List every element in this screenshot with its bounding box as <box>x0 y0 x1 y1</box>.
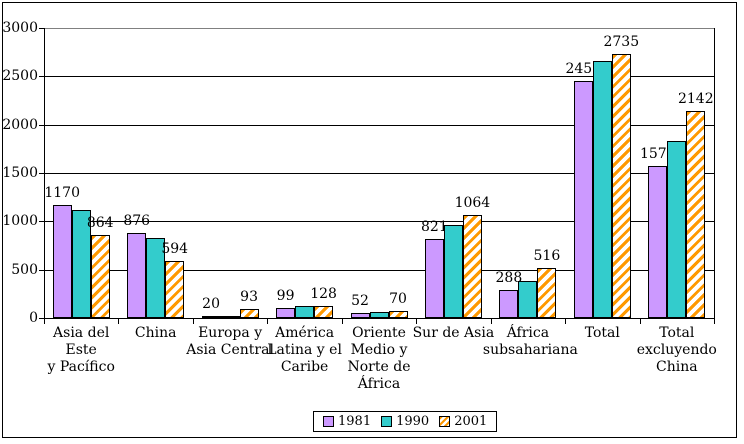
bar-value-label: 99 <box>276 288 295 305</box>
y-axis-tick-label: 1500 <box>2 165 38 181</box>
y-axis-tick <box>39 76 44 77</box>
bar-1990-2 <box>146 238 166 319</box>
y-axis-tick <box>39 318 44 319</box>
bar-2001-6 <box>462 215 482 318</box>
bar-1990-4 <box>295 305 315 318</box>
bar-2001-7 <box>537 268 557 318</box>
gridline-2500 <box>44 76 714 77</box>
x-axis-line <box>44 318 715 319</box>
y-axis-tick <box>39 28 44 29</box>
y-axis-tick-label: 2000 <box>2 117 38 133</box>
category-label: Europa y Asia Central <box>186 325 274 358</box>
bar-1990-1 <box>71 210 91 318</box>
y-axis-tick <box>39 221 44 222</box>
bar-1981-3 <box>201 316 221 319</box>
bar-2001-2 <box>165 260 185 318</box>
bar-2001-4 <box>314 305 334 318</box>
bar-value-label: 93 <box>240 289 259 305</box>
bar-1981-2 <box>127 233 147 318</box>
bar-2001-5 <box>388 311 408 318</box>
bar-value-label: 20 <box>202 296 221 313</box>
y-axis-tick <box>39 173 44 174</box>
y-axis-tick-label: 0 <box>29 310 38 326</box>
bar-1990-3 <box>220 315 240 318</box>
bar-1990-9 <box>667 141 687 318</box>
bar-value-label: 821 <box>421 218 448 235</box>
y-axis-tick-label: 3000 <box>2 20 38 36</box>
bar-1990-8 <box>592 61 612 318</box>
bar-1990-7 <box>518 281 538 318</box>
x-axis-tick <box>341 318 343 324</box>
bar-2001-1 <box>90 234 110 318</box>
bar-value-label: 52 <box>351 293 369 309</box>
legend-label: 2001 <box>454 414 488 429</box>
gridline-500 <box>44 270 714 271</box>
legend-swatch-2001 <box>439 416 451 427</box>
x-axis-tick <box>44 318 45 324</box>
bar-1981-8 <box>573 81 593 318</box>
legend-item-2001: 2001 <box>439 415 487 428</box>
bar-value-label: 516 <box>533 248 561 265</box>
legend-label: 1981 <box>338 414 372 429</box>
bar-value-label: 1574 <box>639 145 676 162</box>
gridline-1000 <box>44 221 714 222</box>
bar-value-label: 2142 <box>677 90 714 107</box>
y-axis-line <box>44 28 45 319</box>
x-axis-tick <box>565 318 567 324</box>
legend-swatch-1990 <box>381 416 393 427</box>
bar-2001-9 <box>686 110 706 318</box>
bar-1981-4 <box>276 308 296 318</box>
plot-right-border <box>714 28 715 319</box>
y-axis-tick <box>39 125 44 126</box>
bar-1990-6 <box>443 225 463 318</box>
category-label: China <box>134 325 177 341</box>
category-label: África subsahariana <box>482 325 578 358</box>
gridline-2000 <box>44 125 714 126</box>
bar-1981-6 <box>424 238 444 318</box>
legend-swatch-1981 <box>323 416 334 427</box>
category-label: Total <box>584 325 620 341</box>
bar-2001-3 <box>239 309 259 318</box>
bar-1981-7 <box>499 290 519 318</box>
bar-1981-1 <box>52 204 72 318</box>
bar-1981-5 <box>350 313 370 318</box>
x-axis-tick <box>416 318 418 324</box>
category-label: Oriente Medio y Norte de África <box>347 325 411 392</box>
x-axis-tick <box>118 318 120 324</box>
legend: 1981 1990 2001 <box>313 411 498 432</box>
bar-value-label: 2735 <box>603 33 640 50</box>
legend-item-1990: 1990 <box>381 415 429 428</box>
bar-1990-5 <box>369 312 389 318</box>
bar-value-label: 70 <box>389 291 407 308</box>
y-axis-tick-label: 500 <box>11 262 38 278</box>
x-axis-tick <box>490 318 492 324</box>
bar-1981-9 <box>648 165 668 318</box>
category-label: Total excluyendo China <box>636 325 717 375</box>
x-axis-tick <box>192 318 194 324</box>
bar-value-label: 1170 <box>44 184 81 201</box>
category-label: Asia del Este y Pacífico <box>47 325 115 375</box>
gridline-1500 <box>44 173 714 174</box>
category-label: Sur de Asia <box>412 325 495 341</box>
x-axis-tick <box>714 318 715 324</box>
bar-value-label: 876 <box>123 213 151 230</box>
bar-value-label: 288 <box>495 270 523 287</box>
gridline-3000 <box>44 28 714 29</box>
bar-value-label: 128 <box>310 285 337 302</box>
y-axis-tick-label: 2500 <box>2 68 38 84</box>
legend-item-1981: 1981 <box>323 415 371 428</box>
bar-value-label: 864 <box>86 214 114 231</box>
bar-value-label: 2450 <box>565 61 602 78</box>
x-axis-tick <box>639 318 641 324</box>
bar-2001-8 <box>611 53 631 318</box>
bar-value-label: 1064 <box>454 195 491 212</box>
y-axis-tick <box>39 270 44 271</box>
legend-label: 1990 <box>396 414 430 429</box>
category-label: América Latina y el Caribe <box>267 325 342 375</box>
x-axis-tick <box>267 318 269 324</box>
y-axis-tick-label: 1000 <box>2 213 38 229</box>
bar-value-label: 594 <box>161 240 189 257</box>
